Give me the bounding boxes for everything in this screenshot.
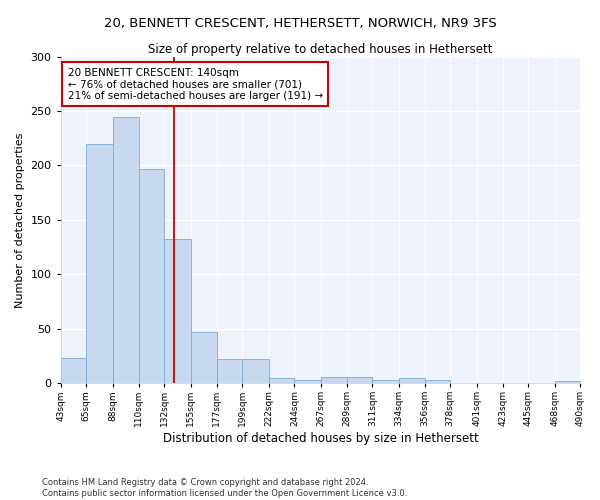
Bar [373, 380, 399, 383]
Bar [269, 378, 295, 383]
Bar [86, 144, 113, 383]
Bar [347, 376, 373, 383]
Y-axis label: Number of detached properties: Number of detached properties [15, 132, 25, 308]
Bar [139, 169, 164, 383]
Bar [61, 358, 86, 383]
X-axis label: Distribution of detached houses by size in Hethersett: Distribution of detached houses by size … [163, 432, 478, 445]
Bar [295, 380, 321, 383]
Text: 20 BENNETT CRESCENT: 140sqm
← 76% of detached houses are smaller (701)
21% of se: 20 BENNETT CRESCENT: 140sqm ← 76% of det… [68, 68, 323, 100]
Bar [164, 240, 191, 383]
Bar [242, 359, 269, 383]
Text: Contains HM Land Registry data © Crown copyright and database right 2024.
Contai: Contains HM Land Registry data © Crown c… [42, 478, 407, 498]
Bar [113, 116, 139, 383]
Bar [555, 381, 581, 383]
Bar [191, 332, 217, 383]
Bar [399, 378, 425, 383]
Bar [217, 359, 242, 383]
Bar [321, 376, 347, 383]
Bar [425, 380, 450, 383]
Text: 20, BENNETT CRESCENT, HETHERSETT, NORWICH, NR9 3FS: 20, BENNETT CRESCENT, HETHERSETT, NORWIC… [104, 18, 496, 30]
Title: Size of property relative to detached houses in Hethersett: Size of property relative to detached ho… [148, 42, 493, 56]
